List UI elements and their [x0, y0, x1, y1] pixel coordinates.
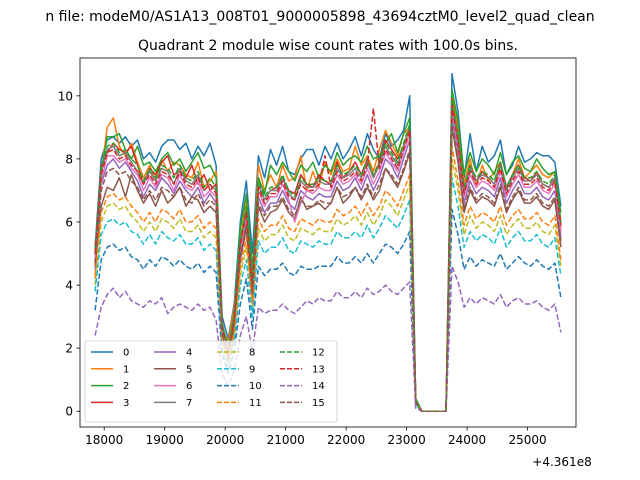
- x-tick-label: 23000: [388, 433, 426, 447]
- y-tick-label: 4: [65, 279, 73, 293]
- legend-box: [84, 340, 338, 423]
- axes-frame: [79, 57, 577, 428]
- x-axis-offset-label: +4.361e8: [532, 455, 591, 469]
- chart-suptitle: n file: modeM0/AS1A13_008T01_9000005898_…: [45, 9, 594, 25]
- x-tick-label: 20000: [206, 433, 244, 447]
- legend-label-1: 1: [123, 364, 129, 375]
- x-tick-label: 19000: [146, 433, 184, 447]
- series-line-13: [94, 104, 562, 412]
- series-line-14: [94, 265, 562, 412]
- legend-label-4: 4: [186, 348, 192, 359]
- legend-label-5: 5: [186, 364, 192, 375]
- series-line-15: [94, 123, 562, 412]
- legend-label-0: 0: [123, 348, 129, 359]
- legend-label-12: 12: [312, 348, 325, 359]
- x-tick-label: 25000: [509, 433, 547, 447]
- series-line-7: [94, 101, 562, 412]
- legend-label-14: 14: [312, 381, 325, 392]
- y-tick-label: 6: [65, 216, 73, 230]
- legend-label-2: 2: [123, 381, 129, 392]
- axes-layer: 18000 19000 20000 21000 22000 23000 24000 25000…: [58, 57, 577, 447]
- series-line-4: [94, 114, 562, 412]
- series-line-11: [94, 145, 562, 412]
- series-line-0: [94, 73, 562, 412]
- x-tick-label: 18000: [85, 433, 123, 447]
- legend-label-10: 10: [249, 381, 262, 392]
- legend-label-11: 11: [249, 398, 262, 409]
- series-layer: [94, 73, 562, 412]
- series-line-2: [94, 88, 562, 412]
- legend-label-6: 6: [186, 381, 192, 392]
- y-tick-label: 10: [58, 89, 73, 103]
- series-line-12: [94, 98, 562, 412]
- series-line-6: [94, 107, 562, 412]
- y-tick-label: 8: [65, 152, 73, 166]
- x-tick-label: 24000: [448, 433, 486, 447]
- legend-label-15: 15: [312, 398, 325, 409]
- chart-title: Quadrant 2 module wise count rates with …: [138, 38, 518, 54]
- x-tick-label: 22000: [327, 433, 365, 447]
- series-line-5: [94, 126, 562, 412]
- legend-label-13: 13: [312, 364, 325, 375]
- legend-label-8: 8: [249, 348, 255, 359]
- series-line-8: [94, 158, 562, 412]
- x-tick-label: 21000: [267, 433, 305, 447]
- series-line-9: [94, 177, 562, 412]
- y-tick-label: 2: [65, 342, 73, 356]
- legend-label-7: 7: [186, 398, 192, 409]
- series-line-10: [94, 208, 562, 412]
- legend-label-3: 3: [123, 398, 129, 409]
- y-tick-label: 0: [65, 405, 73, 419]
- legend-label-9: 9: [249, 364, 255, 375]
